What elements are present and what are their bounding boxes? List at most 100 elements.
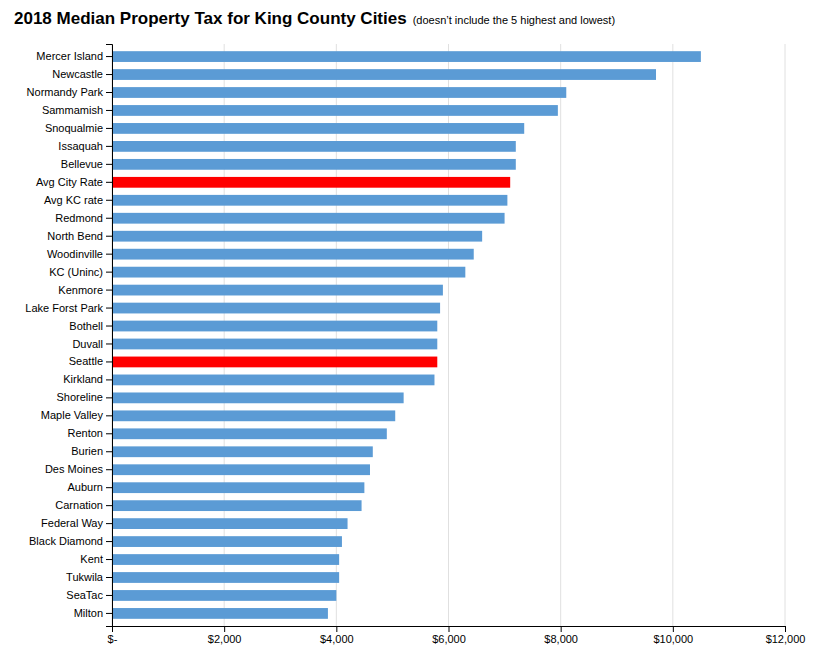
tick-mark xyxy=(106,433,112,434)
bar xyxy=(112,267,465,278)
tick-label: Normandy Park xyxy=(27,86,104,98)
plot: $-$2,000$4,000$6,000$8,000$10,000$12,000… xyxy=(25,44,805,645)
bar xyxy=(112,554,339,565)
tick: Newcastle xyxy=(52,68,112,80)
tick-mark xyxy=(106,254,112,255)
tick-label: $10,000 xyxy=(653,633,693,645)
tick-mark xyxy=(106,361,112,362)
tick: Bellevue xyxy=(61,158,112,170)
grid-line xyxy=(672,44,673,626)
tick-mark xyxy=(561,626,562,632)
tick-label: Bothell xyxy=(69,320,103,332)
subtitle: (doesn’t include the 5 highest and lowes… xyxy=(413,14,615,26)
tick-mark xyxy=(106,451,112,452)
axis-line xyxy=(113,627,786,633)
tick: Shoreline xyxy=(57,391,112,403)
bar xyxy=(112,482,364,493)
tick-label: Kirkland xyxy=(63,373,103,385)
tick-label: Newcastle xyxy=(52,68,103,80)
tick-label: Milton xyxy=(74,607,103,619)
grid-line xyxy=(560,44,561,626)
tick: Des Moines xyxy=(45,463,112,475)
tick-label: Tukwila xyxy=(66,571,104,583)
tick-label: Redmond xyxy=(55,212,103,224)
tick-mark xyxy=(106,74,112,75)
tick: Avg KC rate xyxy=(44,194,112,206)
bar xyxy=(112,572,339,583)
tick-label: Federal Way xyxy=(41,517,103,529)
tick: Avg City Rate xyxy=(36,176,112,188)
tick-label: $8,000 xyxy=(544,633,578,645)
bar xyxy=(112,410,395,421)
bar xyxy=(112,321,437,332)
value-axis: $-$2,000$4,000$6,000$8,000$10,000$12,000 xyxy=(108,626,806,645)
tick-label: Snoqualmie xyxy=(45,122,103,134)
tick-label: North Bend xyxy=(47,230,103,242)
tick-label: Avg KC rate xyxy=(44,194,103,206)
bar xyxy=(112,303,440,314)
tick-label: Woodinville xyxy=(47,248,103,260)
tick-mark xyxy=(106,559,112,560)
tick-label: Mercer Island xyxy=(36,50,103,62)
bar xyxy=(112,339,437,350)
bar xyxy=(112,105,558,116)
bar xyxy=(112,195,507,206)
tick: Woodinville xyxy=(47,248,112,260)
tick: Seattle xyxy=(69,355,112,367)
tick: Tukwila xyxy=(66,571,112,583)
bar xyxy=(112,123,524,134)
tick-label: Des Moines xyxy=(45,463,104,475)
tick-mark xyxy=(106,541,112,542)
tick: Carnation xyxy=(55,499,112,511)
tick: Auburn xyxy=(68,481,112,493)
bar xyxy=(112,213,505,224)
bar xyxy=(112,249,474,260)
bar xyxy=(112,590,336,601)
tick-mark xyxy=(106,379,112,380)
tick: Lake Forst Park xyxy=(25,302,112,314)
bar xyxy=(112,141,516,152)
tick-label: $6,000 xyxy=(432,633,466,645)
tick-mark xyxy=(106,505,112,506)
grid xyxy=(112,44,785,626)
grid-line xyxy=(785,44,786,626)
tick-label: Carnation xyxy=(55,499,103,511)
tick: $- xyxy=(108,626,118,645)
tick-mark xyxy=(106,523,112,524)
tick-mark xyxy=(106,182,112,183)
tick-label: Kent xyxy=(80,553,103,565)
tick: Milton xyxy=(74,607,112,619)
tick-label: Issaquah xyxy=(58,140,103,152)
chart: 2018 Median Property Tax for King County… xyxy=(0,0,813,660)
tick-mark xyxy=(106,200,112,201)
bar xyxy=(112,51,701,62)
tick-label: Renton xyxy=(68,427,103,439)
tick-label: Avg City Rate xyxy=(36,176,103,188)
tick: Renton xyxy=(68,427,112,439)
tick: Maple Valley xyxy=(41,409,112,421)
bar xyxy=(112,159,516,170)
tick-mark xyxy=(106,110,112,111)
tick: $12,000 xyxy=(766,626,806,645)
tick-mark xyxy=(106,415,112,416)
tick-mark xyxy=(106,613,112,614)
tick: Burien xyxy=(71,445,112,457)
tick-mark xyxy=(106,164,112,165)
bar xyxy=(112,231,482,242)
tick: $6,000 xyxy=(432,626,466,645)
bar xyxy=(112,69,656,80)
tick: Kent xyxy=(80,553,112,565)
bar xyxy=(112,518,348,529)
tick-mark xyxy=(224,626,225,632)
tick: $4,000 xyxy=(320,626,354,645)
tick-label: Lake Forst Park xyxy=(25,302,103,314)
tick: Duvall xyxy=(72,338,112,350)
tick: Bothell xyxy=(69,320,112,332)
tick: $8,000 xyxy=(544,626,578,645)
tick: North Bend xyxy=(47,230,112,242)
tick-label: Kenmore xyxy=(58,284,103,296)
tick-mark xyxy=(106,397,112,398)
bar xyxy=(112,464,370,475)
bars xyxy=(112,51,701,619)
tick-label: Seattle xyxy=(69,355,103,367)
